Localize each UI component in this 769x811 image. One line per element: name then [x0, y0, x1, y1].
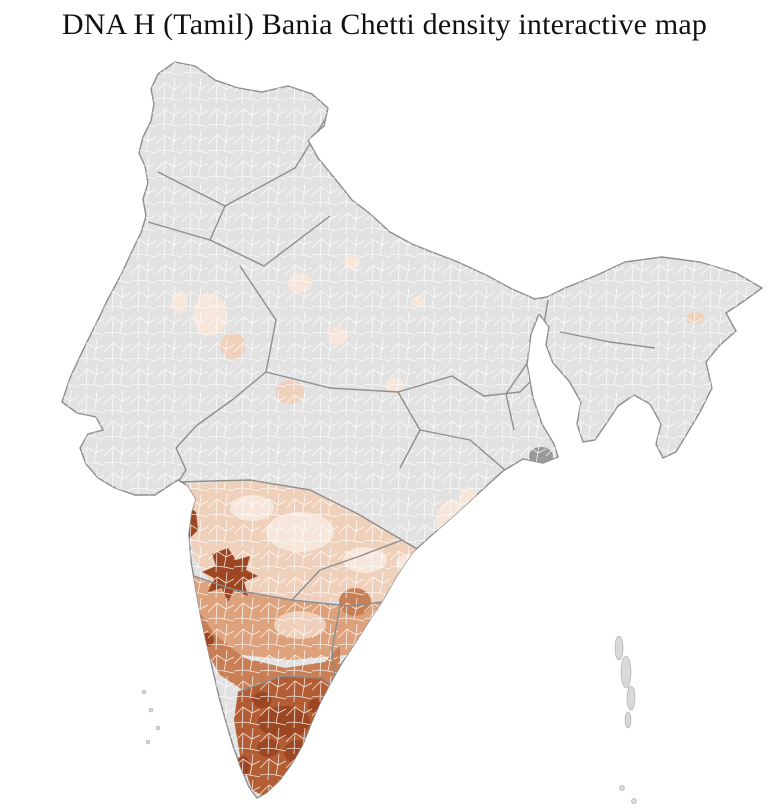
density-district[interactable]	[258, 706, 310, 738]
density-patch[interactable]	[220, 333, 246, 359]
density-district[interactable]	[257, 739, 279, 757]
density-patch[interactable]	[370, 607, 406, 629]
density-patch[interactable]	[288, 273, 312, 293]
density-patch[interactable]	[276, 380, 304, 404]
density-district[interactable]	[252, 692, 272, 708]
island	[145, 739, 151, 745]
density-patch[interactable]	[344, 255, 360, 269]
page-title: DNA H (Tamil) Bania Chetti density inter…	[61, 8, 708, 41]
island	[620, 655, 632, 689]
lakshadweep-islands[interactable]	[141, 689, 161, 745]
density-patch[interactable]	[230, 495, 274, 521]
india-landmass[interactable]	[61, 61, 764, 799]
density-patch[interactable]	[266, 512, 334, 552]
island	[141, 689, 147, 695]
island	[624, 711, 632, 729]
island	[626, 685, 636, 711]
density-patch[interactable]	[193, 294, 227, 336]
delta-district[interactable]	[529, 447, 553, 465]
island	[614, 635, 624, 661]
density-district[interactable]	[200, 633, 214, 647]
density-patch[interactable]	[686, 312, 704, 324]
andaman-islands[interactable]	[614, 635, 637, 804]
island	[619, 785, 625, 791]
density-patch[interactable]	[328, 327, 348, 345]
density-patch[interactable]	[172, 291, 188, 313]
density-patch[interactable]	[274, 611, 326, 639]
island	[155, 725, 161, 731]
density-district[interactable]	[284, 740, 316, 764]
density-patch[interactable]	[386, 378, 404, 394]
density-patch[interactable]	[411, 296, 425, 308]
island	[631, 798, 637, 804]
density-patch[interactable]	[339, 588, 371, 616]
density-patch[interactable]	[343, 547, 387, 573]
island	[148, 707, 154, 713]
density-band-tamilnadu[interactable]	[234, 676, 336, 800]
